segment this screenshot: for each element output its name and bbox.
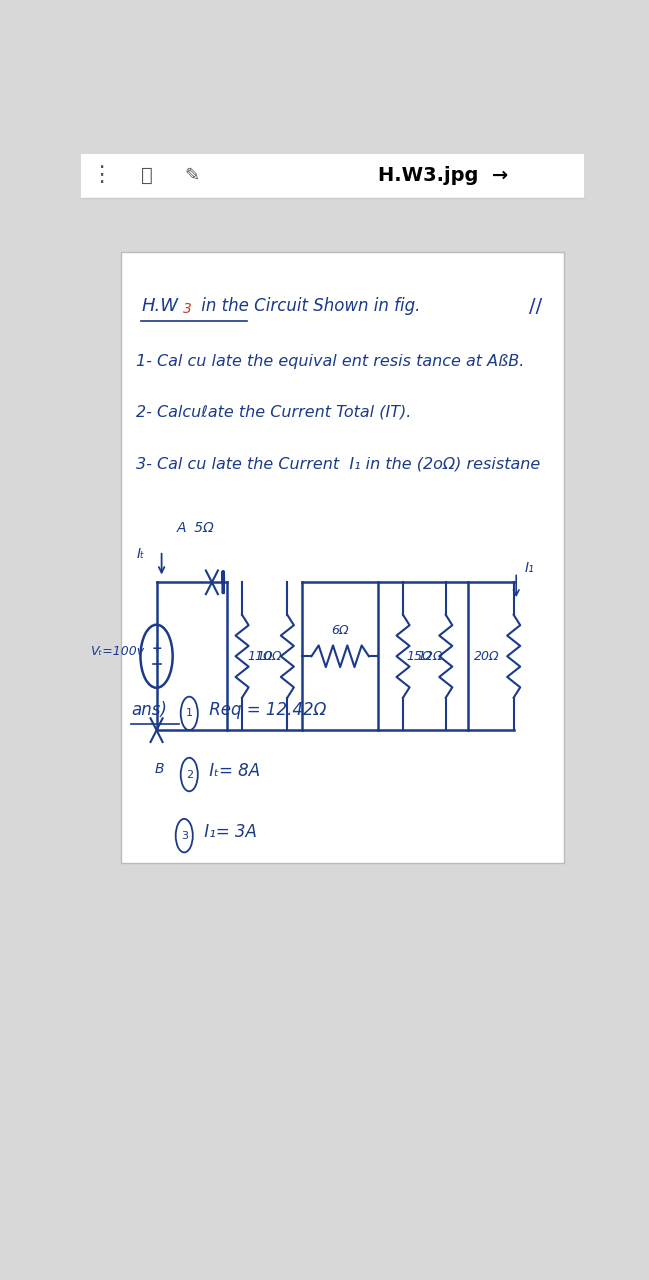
- Text: I₁: I₁: [525, 561, 535, 575]
- Text: H.W: H.W: [141, 297, 178, 315]
- Text: ⋮: ⋮: [90, 165, 112, 186]
- Text: Iₜ: Iₜ: [136, 547, 145, 561]
- FancyBboxPatch shape: [81, 154, 584, 198]
- Text: 3- Cal cu late the Current  I₁ in the (2oΩ) resistane: 3- Cal cu late the Current I₁ in the (2o…: [136, 456, 541, 471]
- Text: 2- Calcuℓate the Current Total (IT).: 2- Calcuℓate the Current Total (IT).: [136, 404, 412, 420]
- Text: ✎: ✎: [184, 166, 199, 184]
- Text: B: B: [154, 762, 164, 776]
- Text: ans): ans): [132, 700, 167, 718]
- Text: 6Ω: 6Ω: [332, 623, 349, 636]
- Text: Req = 12.42Ω: Req = 12.42Ω: [204, 700, 326, 718]
- Text: 2: 2: [186, 769, 193, 780]
- Text: H.W3.jpg  →: H.W3.jpg →: [378, 166, 508, 184]
- Text: 11Ω: 11Ω: [248, 650, 273, 663]
- Text: I₁= 3A: I₁= 3A: [199, 823, 257, 841]
- Text: Iₜ= 8A: Iₜ= 8A: [204, 762, 260, 780]
- Text: 15Ω: 15Ω: [406, 650, 432, 663]
- Text: 10Ω: 10Ω: [256, 650, 282, 663]
- Text: ⧉: ⧉: [141, 166, 153, 184]
- Text: //: //: [529, 297, 542, 315]
- Text: Vₜ=100v: Vₜ=100v: [90, 645, 144, 658]
- Text: +: +: [151, 641, 162, 655]
- Text: 12Ω: 12Ω: [417, 650, 443, 663]
- Text: 20Ω: 20Ω: [474, 650, 500, 663]
- FancyBboxPatch shape: [121, 252, 564, 863]
- Text: 1: 1: [186, 708, 193, 718]
- Text: 3: 3: [180, 831, 188, 841]
- Text: in the Circuit Shown in fig.: in the Circuit Shown in fig.: [196, 297, 420, 315]
- Text: 1- Cal cu late the equival ent resis tance at AßB.: 1- Cal cu late the equival ent resis tan…: [136, 353, 525, 369]
- Text: A  5Ω: A 5Ω: [177, 521, 214, 535]
- Text: 3: 3: [183, 302, 191, 316]
